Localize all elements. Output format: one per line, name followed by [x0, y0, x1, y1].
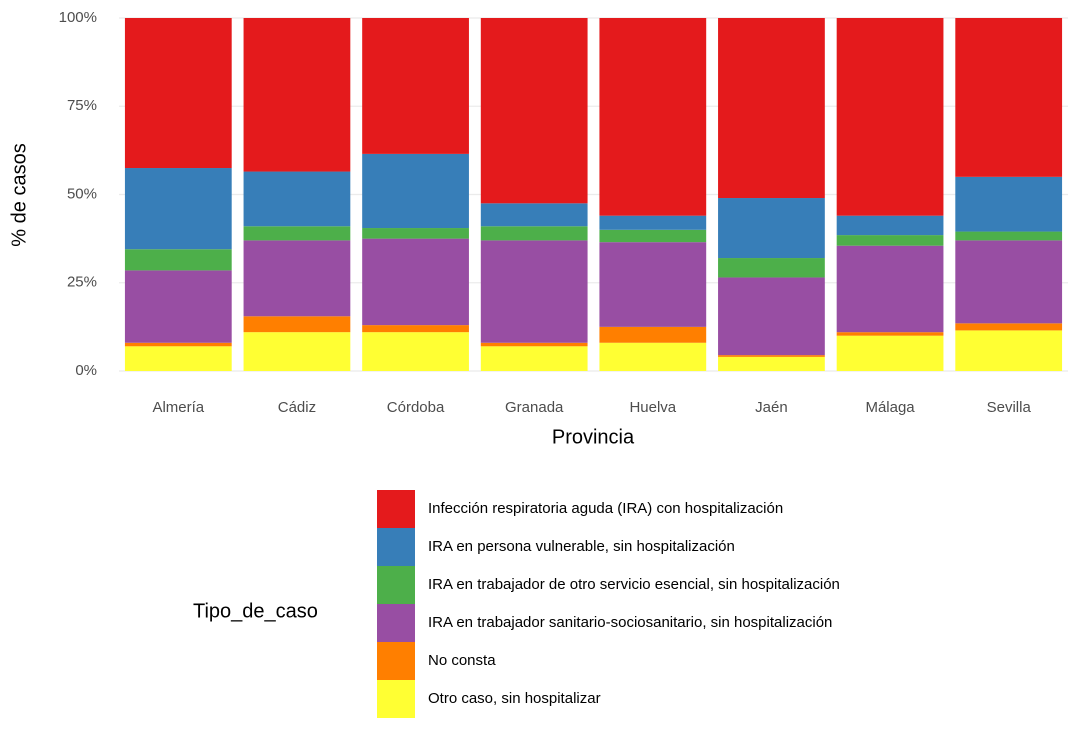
legend-swatch: [377, 604, 415, 642]
bar-segment: [124, 346, 232, 371]
x-axis-title: Provincia: [552, 426, 635, 448]
bar-segment: [599, 18, 707, 216]
bar-segment: [362, 228, 469, 239]
bar-segment: [124, 342, 232, 347]
legend-title: Tipo_de_caso: [193, 600, 318, 622]
bar-segment: [955, 240, 1063, 324]
bar-segment: [955, 330, 1063, 371]
bar-segment: [243, 240, 351, 317]
bar-segment: [599, 242, 707, 327]
bar-segment: [480, 18, 588, 204]
x-tick-label: Almería: [152, 399, 204, 416]
legend-swatch: [377, 642, 415, 680]
y-axis-title: % de casos: [8, 143, 30, 246]
legend-label: IRA en trabajador sanitario-sociosanitar…: [428, 614, 832, 631]
bar-segment: [836, 18, 944, 216]
y-tick-label: 0%: [75, 362, 97, 379]
x-tick-label: Granada: [505, 399, 564, 416]
bar-segment: [243, 171, 351, 227]
x-tick-label: Jaén: [755, 399, 788, 416]
x-tick-label: Sevilla: [987, 399, 1032, 416]
bar-segment: [836, 215, 944, 236]
bar-segment: [599, 326, 707, 343]
bar-segment: [480, 346, 588, 371]
bar-segment: [836, 335, 944, 371]
bar-segment: [243, 226, 351, 241]
bar-segment: [124, 249, 232, 271]
legend-label: IRA en persona vulnerable, sin hospitali…: [428, 538, 735, 555]
y-tick-label: 25%: [67, 274, 97, 291]
bar-segment: [718, 198, 825, 259]
x-tick-label: Cádiz: [278, 399, 316, 416]
y-tick-label: 75%: [67, 97, 97, 114]
bar-segment: [124, 18, 232, 169]
bar-segment: [599, 215, 707, 230]
x-tick-label: Huelva: [629, 399, 676, 416]
bar-segment: [718, 258, 825, 278]
x-tick-label: Málaga: [865, 399, 915, 416]
legend-label: Otro caso, sin hospitalizar: [428, 690, 601, 707]
legend-swatch: [377, 528, 415, 566]
bar-segment: [955, 176, 1063, 232]
bar-segment: [836, 245, 944, 333]
bar-segment: [718, 355, 825, 357]
bar-segment: [480, 226, 588, 241]
bar-segment: [836, 235, 944, 246]
bar-segment: [362, 153, 469, 229]
bar-segment: [362, 325, 469, 333]
bar-segment: [243, 316, 351, 333]
bar-segment: [955, 323, 1063, 331]
bar-segment: [243, 332, 351, 371]
bar-segment: [955, 231, 1063, 241]
bar-segment: [243, 18, 351, 172]
bar-segment: [480, 342, 588, 347]
legend-swatch: [377, 490, 415, 528]
bar-segment: [599, 342, 707, 371]
y-tick-label: 50%: [67, 185, 97, 202]
bar-segment: [718, 356, 825, 371]
legend-label: No consta: [428, 652, 496, 669]
y-tick-label: 100%: [59, 9, 97, 26]
x-tick-label: Córdoba: [387, 399, 445, 416]
legend-label: Infección respiratoria aguda (IRA) con h…: [428, 500, 783, 517]
bar-segment: [718, 277, 825, 356]
bar-segment: [480, 203, 588, 227]
bar-segment: [836, 332, 944, 336]
bar-segment: [362, 238, 469, 326]
legend-label: IRA en trabajador de otro servicio esenc…: [428, 576, 840, 593]
bar-segment: [124, 168, 232, 250]
bar-segment: [362, 332, 469, 371]
bar-segment: [955, 18, 1063, 177]
bar-segment: [124, 270, 232, 343]
bar-segment: [718, 18, 825, 199]
bar-segment: [599, 229, 707, 243]
bar-segment: [480, 240, 588, 343]
bar-segment: [362, 18, 469, 154]
legend-swatch: [377, 566, 415, 604]
legend-swatch: [377, 680, 415, 718]
